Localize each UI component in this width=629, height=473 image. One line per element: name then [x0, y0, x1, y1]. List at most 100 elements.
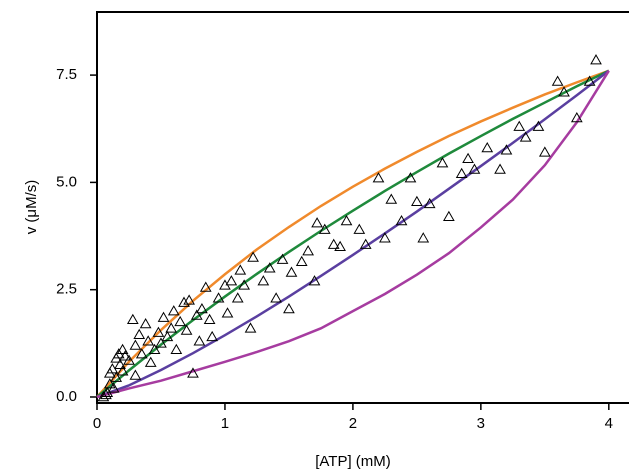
data-point: [183, 294, 195, 305]
data-point: [161, 330, 174, 342]
x-tick-label: 1: [221, 415, 229, 432]
fit-curve: [96, 70, 610, 399]
fit-curve: [96, 69, 610, 399]
data-point: [144, 356, 157, 367]
data-point: [455, 167, 468, 179]
data-point: [340, 215, 353, 226]
data-point: [238, 279, 251, 290]
data-point: [436, 157, 449, 168]
data-point: [443, 210, 455, 221]
data-point: [225, 275, 238, 286]
data-point: [123, 354, 135, 365]
data-point: [395, 215, 408, 226]
data-point: [180, 324, 193, 335]
data-point: [302, 245, 314, 256]
fit-curve: [96, 69, 610, 398]
x-axis-title: [ATP] (mM): [315, 453, 391, 470]
data-point: [583, 75, 596, 86]
data-point: [462, 152, 474, 164]
data-point: [129, 339, 142, 350]
data-point: [234, 264, 247, 275]
data-point: [107, 382, 120, 393]
data-point: [135, 348, 148, 359]
data-point: [193, 335, 206, 346]
data-point: [257, 275, 270, 286]
x-tick-label: 2: [349, 415, 357, 432]
data-point: [244, 322, 257, 333]
data-point: [114, 358, 126, 370]
data-point: [379, 232, 391, 243]
data-point: [190, 309, 203, 320]
data-point: [103, 378, 116, 389]
data-point: [247, 251, 259, 262]
data-point: [558, 86, 570, 97]
data-point: [334, 240, 346, 252]
data-point: [308, 275, 321, 286]
data-point: [385, 193, 398, 204]
data-point: [285, 266, 298, 277]
data-point: [187, 367, 199, 378]
data-point: [295, 255, 308, 267]
data-point: [570, 112, 583, 123]
data-point: [270, 292, 282, 303]
data-point: [353, 223, 366, 234]
data-point: [110, 371, 123, 382]
data-point: [404, 172, 417, 183]
data-point: [165, 322, 178, 333]
data-point: [170, 343, 183, 355]
frame: [96, 11, 629, 404]
data-point: [513, 120, 526, 131]
data-point: [148, 343, 161, 355]
data-point: [203, 313, 216, 324]
data-point: [152, 326, 165, 337]
data-point: [206, 330, 219, 342]
data-point: [311, 217, 323, 228]
data-point: [500, 144, 513, 155]
data-point: [133, 328, 146, 340]
data-point: [551, 75, 564, 86]
data-point: [532, 120, 545, 131]
data-point: [129, 369, 142, 380]
data-point: [167, 305, 180, 316]
data-point: [423, 197, 436, 209]
data-point: [142, 335, 155, 346]
data-point: [126, 313, 139, 324]
data-point: [155, 337, 167, 348]
data-point: [196, 302, 208, 314]
data-point: [411, 195, 423, 206]
data-point: [327, 238, 340, 249]
data-point: [139, 318, 152, 329]
data-point: [283, 302, 295, 314]
data-point: [318, 223, 331, 234]
data-point: [221, 307, 234, 318]
y-tick-label: 2.5: [56, 281, 77, 298]
y-tick-label: 0.0: [56, 388, 77, 405]
data-point: [538, 146, 551, 157]
x-tick-label: 3: [477, 415, 485, 432]
data-point: [590, 54, 602, 65]
data-point: [417, 232, 430, 243]
data-point: [359, 238, 372, 249]
fit-curve: [96, 69, 610, 398]
data-point: [174, 315, 187, 327]
data-point: [468, 163, 481, 174]
data-point: [199, 281, 212, 292]
data-point: [494, 163, 506, 174]
data-point: [231, 292, 244, 303]
y-tick-label: 5.0: [56, 173, 77, 190]
data-point: [116, 343, 129, 355]
y-tick-label: 7.5: [56, 66, 77, 83]
data-point: [276, 253, 289, 264]
x-tick-label: 0: [93, 415, 101, 432]
data-point: [178, 296, 190, 307]
y-axis-title: v (μM/s): [23, 180, 40, 234]
data-point: [263, 262, 276, 273]
data-point: [119, 350, 132, 361]
data-point: [212, 292, 225, 303]
data-point: [372, 172, 385, 183]
data-point: [519, 131, 532, 142]
data-point: [481, 142, 494, 153]
data-point: [157, 311, 170, 322]
